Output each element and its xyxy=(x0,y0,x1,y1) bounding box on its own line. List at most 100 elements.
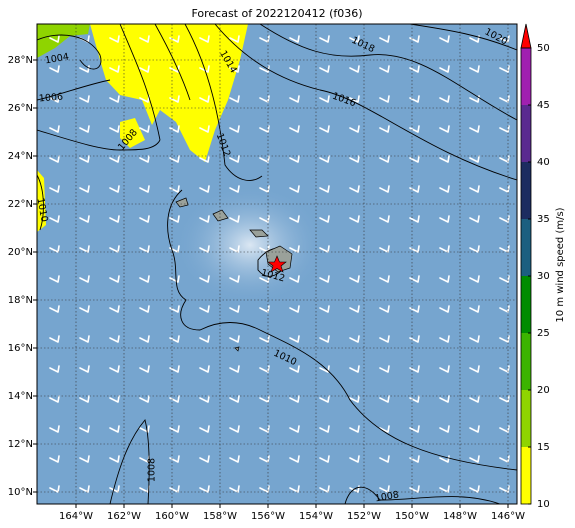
wind-barb xyxy=(289,215,300,223)
wind-barb xyxy=(199,185,210,193)
wind-barb xyxy=(169,335,180,343)
wind-barb xyxy=(349,245,360,253)
wind-barb xyxy=(229,365,240,373)
lon-label: 158°W xyxy=(203,511,237,522)
island xyxy=(212,209,229,222)
lat-label: 10°N xyxy=(8,487,33,498)
wind-barb xyxy=(319,65,330,73)
wind-barb xyxy=(169,185,180,193)
colorbar-segment xyxy=(521,447,531,504)
wind-barb xyxy=(79,395,90,403)
contour-line xyxy=(109,419,150,504)
wind-barb xyxy=(109,455,120,463)
wind-barb xyxy=(139,245,150,253)
storm-marker xyxy=(267,255,287,273)
wind-barb xyxy=(349,35,360,43)
lon-label: 148°W xyxy=(443,511,477,522)
wind-barb xyxy=(499,245,510,253)
wind-barb xyxy=(379,365,390,373)
wind-barb xyxy=(409,245,420,253)
wind-barb xyxy=(409,215,420,223)
lat-label: 20°N xyxy=(8,247,33,258)
wind-barb xyxy=(409,365,420,373)
wind-barb xyxy=(79,365,90,373)
wind-barb xyxy=(379,185,390,193)
wind-barb xyxy=(379,35,390,43)
wind-barb xyxy=(289,365,300,373)
wind-barb xyxy=(349,215,360,223)
wind-barb xyxy=(379,335,390,343)
wind-barb xyxy=(79,155,90,163)
wind-barb xyxy=(349,425,360,433)
contour-label: 1008 xyxy=(374,489,400,504)
wind-barb xyxy=(319,185,330,193)
wind-barb xyxy=(109,35,120,43)
wind-barb xyxy=(469,65,480,73)
wind-barb xyxy=(229,275,240,283)
wind-barb xyxy=(409,65,420,73)
wind-barb xyxy=(199,95,210,103)
wind-barb xyxy=(259,395,270,403)
wind-barb xyxy=(139,305,150,313)
wind-barb xyxy=(199,215,210,223)
wind-barb xyxy=(139,125,150,133)
wind-barb xyxy=(199,245,210,253)
island xyxy=(175,197,189,208)
wind-barb xyxy=(439,215,450,223)
contour-line xyxy=(37,174,44,231)
wind-barb xyxy=(49,455,60,463)
wind-barb xyxy=(379,395,390,403)
wind-barb xyxy=(199,335,210,343)
wind-barb xyxy=(139,155,150,163)
map-area: 1020101810161014101210041006100810101012… xyxy=(37,24,517,504)
wind-barb xyxy=(439,395,450,403)
wind-barb xyxy=(379,65,390,73)
wind-barb xyxy=(49,275,60,283)
wind-barb xyxy=(379,125,390,133)
wind-barb xyxy=(169,365,180,373)
colorbar-tick-label: 20 xyxy=(537,385,550,396)
wind-barb xyxy=(229,395,240,403)
wind-barb xyxy=(439,455,450,463)
wind-barb xyxy=(409,125,420,133)
wind-barb xyxy=(319,95,330,103)
halo xyxy=(175,185,325,305)
contour-line xyxy=(259,24,517,121)
lon-label: 164°W xyxy=(59,511,93,522)
wind-barb xyxy=(319,425,330,433)
wind-barb xyxy=(79,335,90,343)
wind-barb xyxy=(229,485,240,493)
wind-barb xyxy=(229,245,240,253)
colorbar-segment xyxy=(521,105,531,162)
wind-barb xyxy=(169,95,180,103)
wind-barb xyxy=(49,95,60,103)
wind-barb xyxy=(469,425,480,433)
wind-barb xyxy=(109,485,120,493)
colorbar-segment xyxy=(521,48,531,105)
wind-barb xyxy=(49,425,60,433)
wind-barb xyxy=(199,425,210,433)
wind-barb xyxy=(109,395,120,403)
island xyxy=(249,229,269,238)
wind-barb xyxy=(319,275,330,283)
wind-barb xyxy=(79,485,90,493)
wind-barb xyxy=(229,35,240,43)
wind-barb xyxy=(349,395,360,403)
colorbar-extend xyxy=(520,23,532,49)
axes: 164°W 162°W 160°W 158°W 156°W 154°W 152°W 150°W… xyxy=(8,55,525,522)
lon-label: 156°W xyxy=(251,511,285,522)
wind-barb xyxy=(439,185,450,193)
lon-label: 150°W xyxy=(395,511,429,522)
wind-barb xyxy=(49,185,60,193)
wind-barb xyxy=(469,455,480,463)
wind-barb xyxy=(289,185,300,193)
lat-label: 24°N xyxy=(8,151,33,162)
wind-barb xyxy=(469,245,480,253)
contours xyxy=(37,24,517,504)
wind-barb xyxy=(79,275,90,283)
colorbar: 10 15 20 25 30 35 40 45 50 xyxy=(520,23,550,510)
contour-label: 1008 xyxy=(147,458,158,482)
wind-barb xyxy=(259,455,270,463)
wind-barb xyxy=(319,305,330,313)
wind-barb xyxy=(409,275,420,283)
